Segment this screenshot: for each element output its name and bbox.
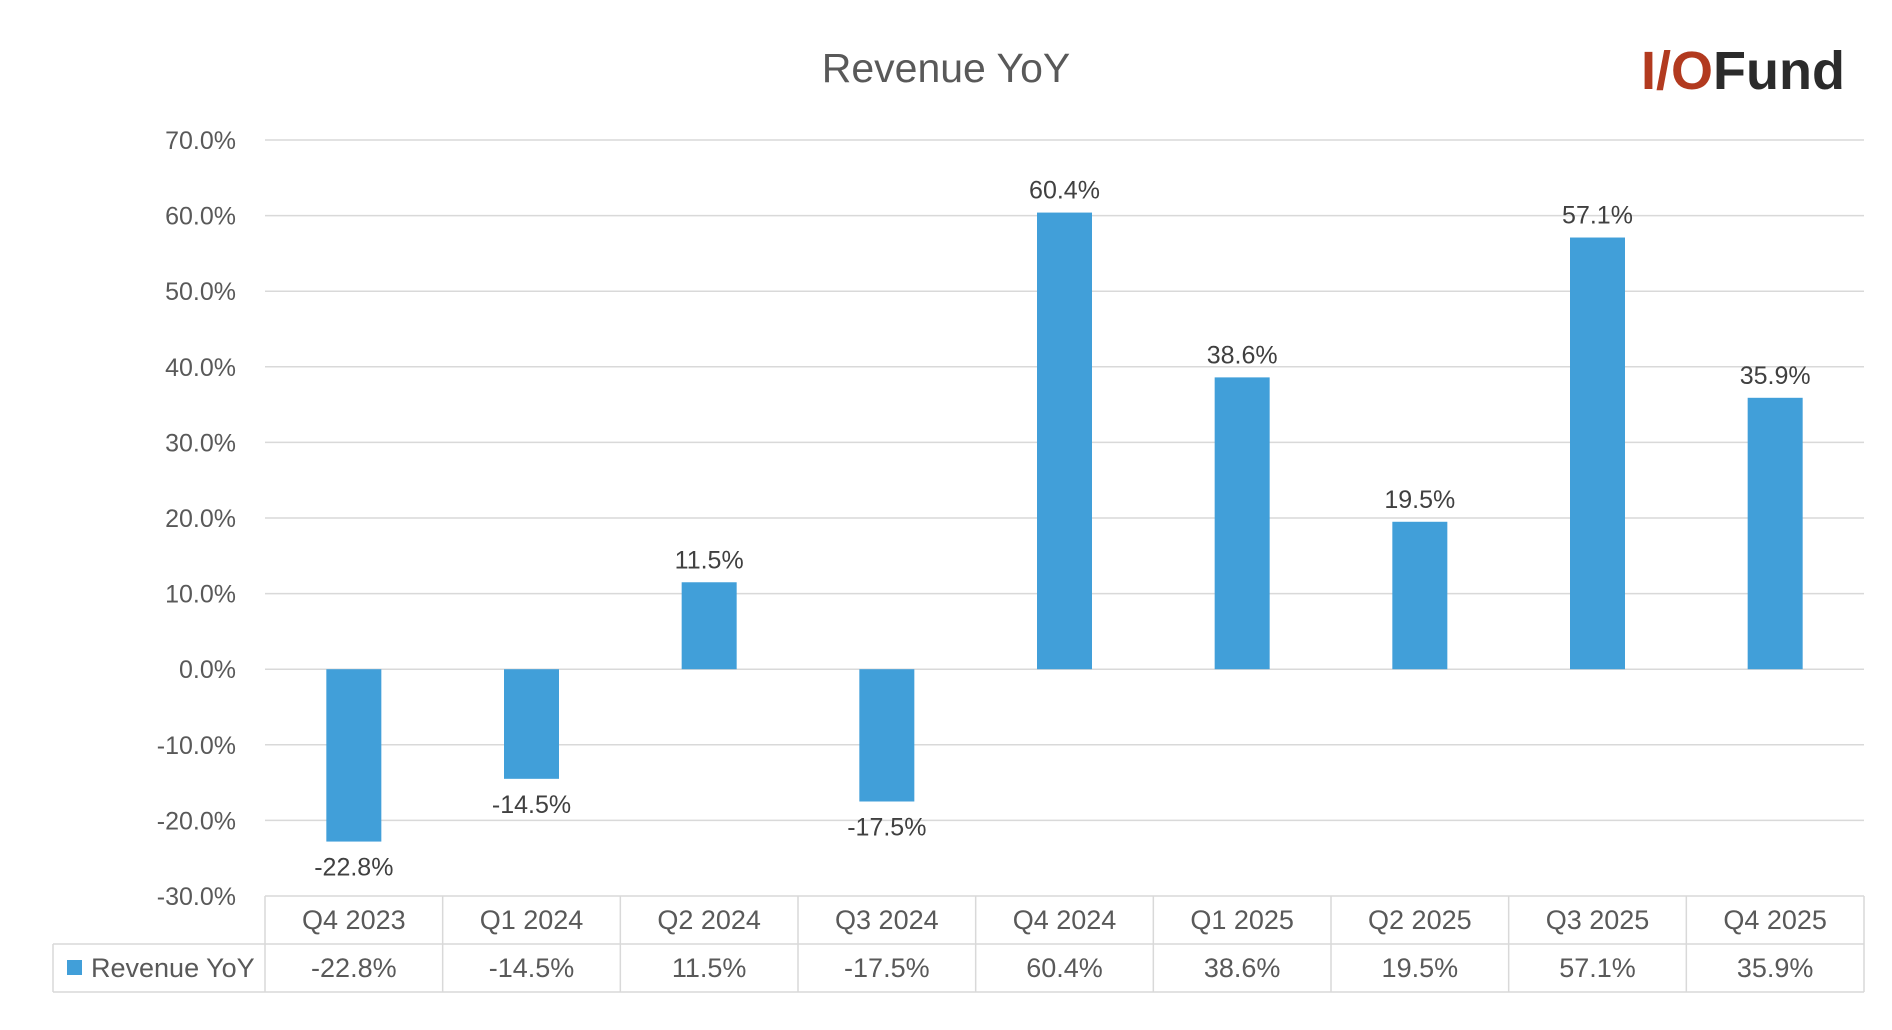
bar — [1747, 397, 1803, 670]
bar — [326, 669, 382, 842]
y-tick-label: 10.0% — [165, 581, 236, 609]
data-label: -22.8% — [314, 854, 393, 882]
table-value: 35.9% — [1737, 953, 1814, 983]
y-axis: 70.0% 60.0% 50.0% 40.0% 30.0% 20.0% 10.0% 0.0% -… — [157, 127, 236, 911]
table-value: 11.5% — [672, 953, 747, 983]
y-tick-label: 50.0% — [165, 278, 236, 306]
data-label: -17.5% — [847, 814, 926, 842]
bar — [859, 669, 915, 802]
bar — [1037, 212, 1092, 670]
logo-text: I/OFund — [1641, 41, 1845, 101]
table-value: -22.8% — [311, 953, 397, 983]
chart-title: Revenue YoY — [822, 45, 1071, 91]
table-value: -17.5% — [844, 953, 930, 983]
data-label: 38.6% — [1207, 341, 1278, 369]
table-value: 60.4% — [1026, 953, 1103, 983]
x-category-label: Q4 2024 — [1013, 905, 1117, 935]
data-table: Q4 2023 -22.8% Q1 2024 -14.5% Q2 2024 11.5% Q3… — [52, 895, 1865, 993]
table-value: 38.6% — [1204, 953, 1281, 983]
x-category-label: Q4 2025 — [1723, 905, 1827, 935]
legend-label: Revenue YoY — [91, 953, 255, 983]
x-category-label: Q1 2025 — [1190, 905, 1294, 935]
data-label: 11.5% — [675, 546, 744, 574]
bar — [1214, 377, 1270, 670]
x-category-label: Q2 2024 — [657, 905, 761, 935]
y-tick-label: -10.0% — [157, 732, 236, 760]
y-tick-label: 40.0% — [165, 354, 236, 382]
bars — [326, 212, 1803, 842]
table-value: -14.5% — [489, 953, 575, 983]
y-tick-label: 20.0% — [165, 505, 236, 533]
data-label: 57.1% — [1562, 202, 1633, 230]
y-tick-label: -30.0% — [157, 883, 236, 911]
logo-part-io: I/O — [1641, 41, 1713, 101]
bar — [681, 582, 737, 670]
table-value: 57.1% — [1559, 953, 1636, 983]
data-label: 60.4% — [1029, 177, 1100, 205]
data-label: -14.5% — [492, 791, 571, 819]
data-label: 19.5% — [1384, 486, 1455, 514]
logo-part-fund: Fund — [1713, 41, 1845, 101]
bar — [1570, 237, 1625, 670]
data-label: 35.9% — [1740, 362, 1811, 390]
logo: I/OFund — [1641, 41, 1845, 101]
y-tick-label: 70.0% — [165, 127, 236, 155]
y-tick-label: -20.0% — [157, 807, 236, 835]
y-tick-label: 30.0% — [165, 429, 236, 457]
x-category-label: Q3 2024 — [835, 905, 939, 935]
x-category-label: Q2 2025 — [1368, 905, 1472, 935]
bar — [1392, 521, 1448, 670]
x-category-label: Q4 2023 — [302, 905, 406, 935]
x-category-label: Q3 2025 — [1546, 905, 1650, 935]
bar — [504, 669, 559, 779]
x-category-label: Q1 2024 — [480, 905, 584, 935]
legend-swatch — [67, 960, 82, 975]
data-labels: -22.8% -14.5% 11.5% -17.5% 60.4% 38.6% 19.5% 57… — [314, 177, 1810, 882]
y-tick-label: 0.0% — [179, 656, 236, 684]
table-value: 19.5% — [1382, 953, 1459, 983]
y-tick-label: 60.0% — [165, 203, 236, 231]
